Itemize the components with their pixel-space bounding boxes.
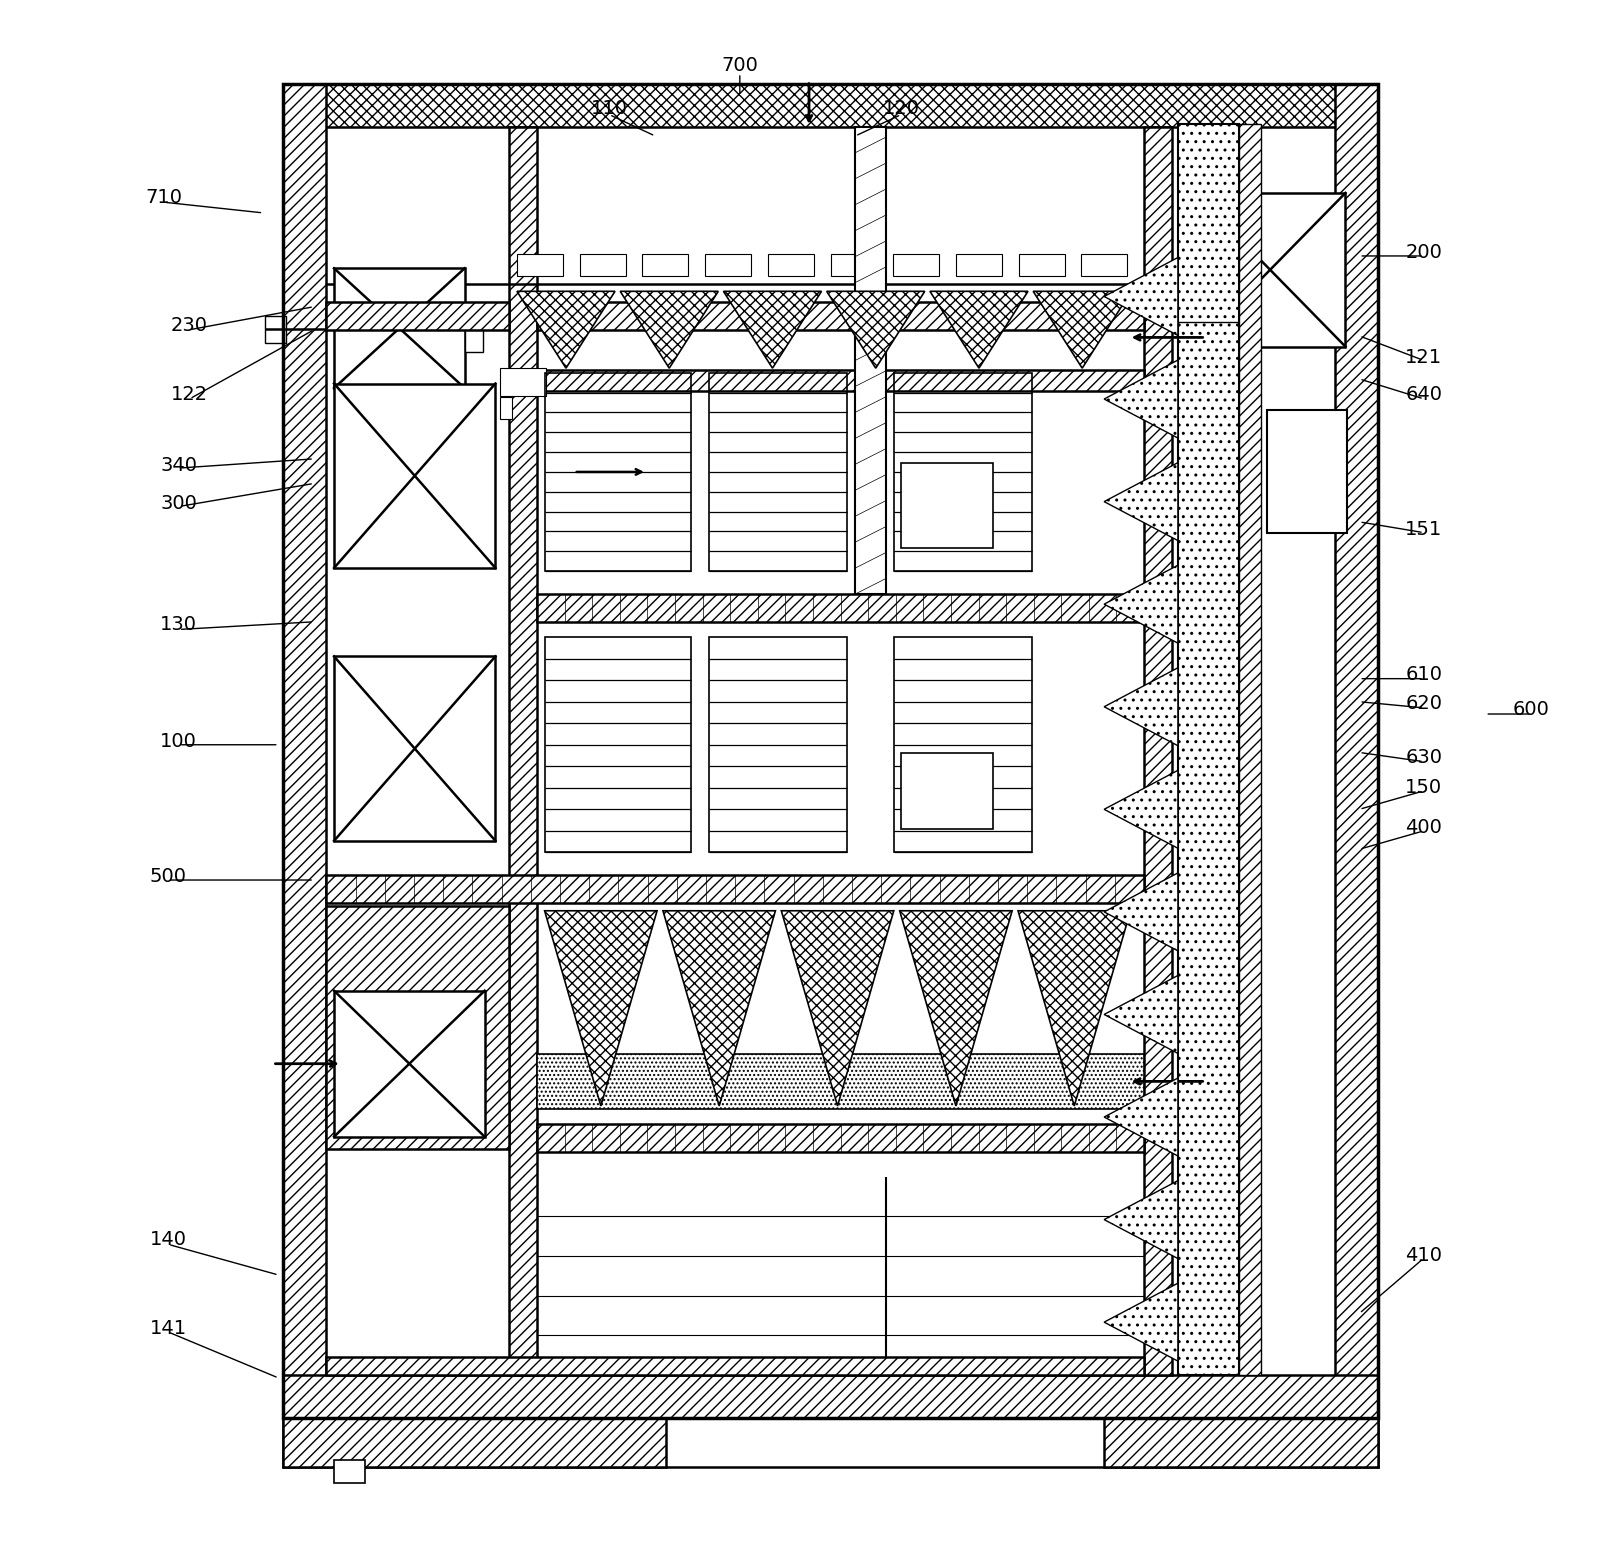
Text: 640: 640: [1406, 385, 1442, 403]
Polygon shape: [1103, 1283, 1178, 1362]
Text: 121: 121: [1406, 347, 1442, 368]
Text: 700: 700: [722, 56, 759, 74]
Bar: [1144, 127, 1171, 1376]
Text: 630: 630: [1406, 748, 1442, 766]
Polygon shape: [1103, 976, 1178, 1053]
Bar: [830, 254, 877, 276]
Polygon shape: [1103, 1180, 1178, 1258]
Text: 620: 620: [1406, 693, 1442, 713]
Polygon shape: [1103, 360, 1178, 437]
Bar: [327, 1357, 1144, 1376]
Bar: [1103, 1418, 1379, 1467]
Bar: [283, 1418, 667, 1467]
Polygon shape: [1103, 1078, 1178, 1155]
Bar: [283, 1418, 1379, 1467]
Polygon shape: [1018, 910, 1131, 1106]
Bar: [893, 637, 1032, 853]
Bar: [500, 368, 547, 396]
Bar: [283, 84, 327, 1418]
Bar: [327, 906, 510, 1149]
Bar: [1194, 192, 1346, 346]
Bar: [537, 302, 1144, 330]
Bar: [537, 1124, 1144, 1152]
Bar: [283, 84, 1379, 127]
Bar: [333, 656, 495, 841]
Bar: [579, 254, 626, 276]
Text: 410: 410: [1406, 1245, 1442, 1264]
Text: 710: 710: [146, 188, 181, 206]
Bar: [333, 1459, 364, 1483]
Text: 130: 130: [160, 616, 197, 634]
Text: 500: 500: [149, 867, 186, 887]
Bar: [516, 254, 563, 276]
Bar: [265, 316, 286, 343]
Bar: [705, 254, 751, 276]
Polygon shape: [1103, 565, 1178, 644]
Bar: [283, 1376, 1379, 1418]
Polygon shape: [1103, 873, 1178, 951]
Bar: [283, 84, 1379, 1418]
Bar: [333, 268, 464, 388]
Bar: [1335, 84, 1379, 1418]
Bar: [327, 875, 1144, 903]
Bar: [333, 991, 485, 1137]
Text: 230: 230: [172, 315, 209, 335]
Text: 610: 610: [1406, 664, 1442, 684]
Bar: [956, 254, 1002, 276]
Text: 150: 150: [1406, 779, 1442, 797]
Polygon shape: [545, 910, 657, 1106]
Bar: [893, 254, 940, 276]
Bar: [500, 397, 513, 419]
Bar: [1019, 254, 1065, 276]
Text: 400: 400: [1406, 819, 1442, 838]
Bar: [1239, 124, 1260, 1376]
Bar: [856, 127, 887, 594]
Bar: [709, 372, 848, 571]
Bar: [901, 464, 993, 548]
Polygon shape: [1103, 771, 1178, 848]
Bar: [1267, 409, 1348, 532]
Bar: [537, 594, 1144, 622]
Bar: [545, 372, 691, 571]
Bar: [901, 754, 993, 830]
Bar: [1178, 124, 1239, 1376]
Bar: [510, 127, 537, 1376]
Polygon shape: [827, 292, 925, 368]
Text: 141: 141: [149, 1320, 186, 1339]
Bar: [1081, 254, 1128, 276]
Bar: [769, 254, 814, 276]
Bar: [327, 302, 510, 330]
Polygon shape: [781, 910, 893, 1106]
Text: 340: 340: [160, 456, 197, 475]
Bar: [545, 637, 691, 853]
Text: 140: 140: [149, 1230, 186, 1249]
Bar: [537, 1053, 1144, 1109]
Polygon shape: [1103, 668, 1178, 746]
Text: 120: 120: [883, 99, 919, 118]
Polygon shape: [663, 910, 775, 1106]
Polygon shape: [900, 910, 1013, 1106]
Text: 200: 200: [1406, 244, 1442, 262]
Text: 300: 300: [160, 493, 197, 513]
Text: 151: 151: [1404, 520, 1443, 540]
Polygon shape: [1103, 462, 1178, 541]
Bar: [893, 372, 1032, 571]
Bar: [333, 383, 495, 568]
Bar: [642, 254, 689, 276]
Bar: [709, 637, 848, 853]
Polygon shape: [516, 292, 615, 368]
Text: 100: 100: [160, 732, 197, 751]
Bar: [510, 369, 1144, 391]
Polygon shape: [930, 292, 1027, 368]
Bar: [464, 316, 484, 352]
Polygon shape: [1034, 292, 1131, 368]
Polygon shape: [1103, 257, 1178, 335]
Text: 122: 122: [172, 385, 209, 403]
Text: 600: 600: [1513, 700, 1550, 720]
Polygon shape: [620, 292, 718, 368]
Polygon shape: [723, 292, 822, 368]
Text: 110: 110: [591, 99, 628, 118]
